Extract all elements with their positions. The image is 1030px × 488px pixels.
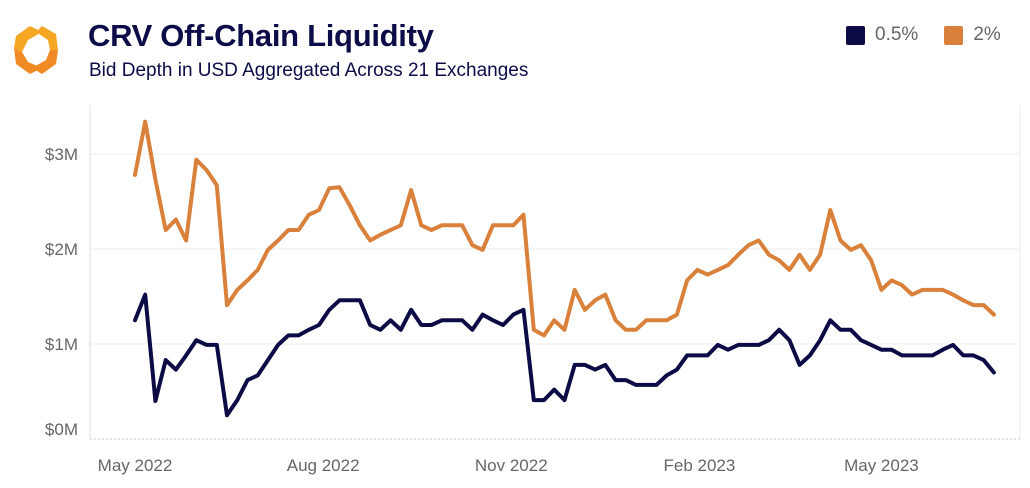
legend-label: 0.5% (875, 24, 919, 45)
y-tick-label: $3M (45, 145, 78, 164)
legend-swatch-0-5pct (846, 25, 865, 45)
y-tick-label: $2M (45, 240, 78, 259)
brand-logo (14, 26, 58, 74)
chart-title: CRV Off-Chain Liquidity (88, 18, 434, 53)
x-tick-label: May 2022 (98, 456, 173, 475)
legend-swatch-2pct (944, 25, 964, 45)
legend: 0.5% 2% (846, 24, 1027, 46)
chart-subtitle: Bid Depth in USD Aggregated Across 21 Ex… (89, 60, 529, 81)
y-tick-label: $0M (45, 420, 78, 439)
x-tick-label: Aug 2022 (287, 456, 360, 475)
legend-item-2pct[interactable]: 2% (944, 24, 1001, 46)
series-line-2- (133, 119, 996, 338)
series-line-0-5- (133, 292, 996, 418)
legend-label: 2% (973, 24, 1001, 45)
y-tick-label: $1M (45, 335, 78, 354)
legend-item-0-5pct[interactable]: 0.5% (846, 24, 918, 46)
x-tick-label: Nov 2022 (475, 456, 548, 475)
x-tick-label: May 2023 (844, 456, 919, 475)
x-tick-label: Feb 2023 (663, 456, 735, 475)
